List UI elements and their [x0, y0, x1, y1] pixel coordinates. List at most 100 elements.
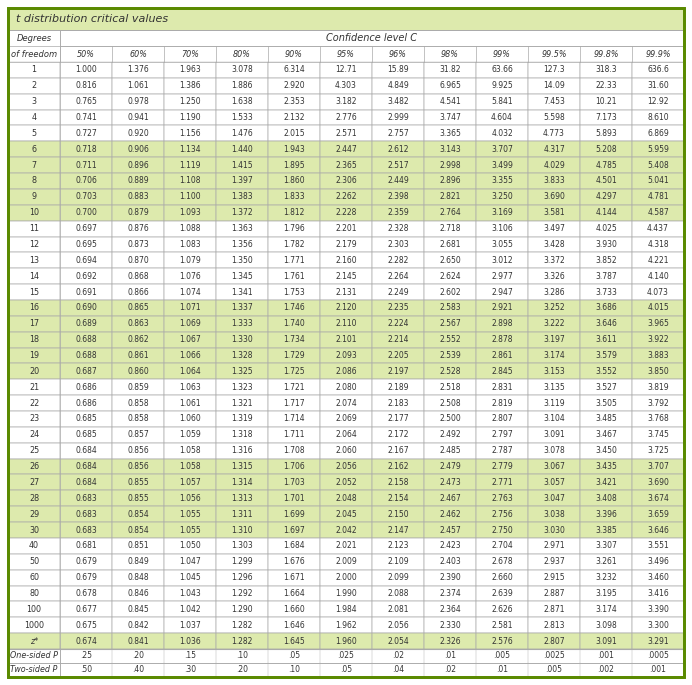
Bar [320, 332, 372, 347]
Text: 26: 26 [29, 462, 39, 471]
Bar [60, 94, 112, 110]
Bar [528, 332, 580, 347]
Bar [268, 364, 320, 379]
Text: .30: .30 [184, 666, 196, 675]
Bar [60, 427, 112, 443]
Text: 3.250: 3.250 [491, 192, 513, 201]
Bar [60, 395, 112, 411]
Bar [372, 633, 424, 649]
Bar [580, 78, 632, 94]
Bar [372, 553, 424, 570]
Text: 1.061: 1.061 [179, 399, 201, 408]
Text: 3.326: 3.326 [543, 272, 565, 281]
Bar [424, 173, 476, 189]
Bar [60, 617, 112, 633]
Bar [580, 506, 632, 522]
Bar [216, 522, 268, 538]
Text: 1.699: 1.699 [283, 510, 305, 519]
Bar [164, 379, 216, 395]
Text: 99.9%: 99.9% [645, 49, 671, 58]
Text: 1.071: 1.071 [179, 303, 201, 312]
Bar [632, 300, 684, 316]
Bar [112, 300, 164, 316]
Bar [372, 522, 424, 538]
Bar [112, 601, 164, 617]
Text: .02: .02 [392, 651, 404, 660]
Bar [476, 173, 528, 189]
Bar [580, 553, 632, 570]
Text: 1.292: 1.292 [231, 589, 253, 598]
Bar [528, 125, 580, 141]
Text: 1.376: 1.376 [127, 66, 149, 75]
Text: 0.679: 0.679 [75, 573, 97, 582]
Text: 1.074: 1.074 [179, 288, 201, 297]
Text: 1.886: 1.886 [231, 82, 253, 90]
Bar [216, 347, 268, 364]
Bar [528, 347, 580, 364]
Text: 2.069: 2.069 [335, 414, 357, 423]
Text: 3.850: 3.850 [647, 367, 669, 376]
Bar [424, 395, 476, 411]
Bar [60, 601, 112, 617]
Bar [112, 141, 164, 157]
Bar [580, 570, 632, 586]
Text: 2.896: 2.896 [439, 177, 461, 186]
Bar [8, 601, 60, 617]
Text: 2.871: 2.871 [543, 605, 565, 614]
Text: 2.485: 2.485 [439, 446, 461, 456]
Bar [268, 506, 320, 522]
Text: 19: 19 [29, 351, 39, 360]
Text: 2.831: 2.831 [491, 383, 513, 392]
Text: 2.172: 2.172 [388, 430, 409, 439]
Text: 22.33: 22.33 [595, 82, 617, 90]
Bar [424, 633, 476, 649]
Bar [60, 522, 112, 538]
Text: 1.047: 1.047 [179, 557, 201, 566]
Bar [528, 236, 580, 252]
Bar [476, 332, 528, 347]
Text: 2.797: 2.797 [491, 430, 513, 439]
Bar [164, 617, 216, 633]
Bar [580, 221, 632, 236]
Bar [268, 269, 320, 284]
Bar [60, 633, 112, 649]
Bar [632, 553, 684, 570]
Bar [320, 189, 372, 205]
Text: 3.091: 3.091 [595, 636, 617, 645]
Bar [268, 522, 320, 538]
Text: 2.282: 2.282 [388, 256, 409, 265]
Bar [60, 157, 112, 173]
Text: 2.183: 2.183 [388, 399, 409, 408]
Text: 5.408: 5.408 [647, 160, 669, 170]
Bar [424, 347, 476, 364]
Bar [216, 236, 268, 252]
Text: 2.201: 2.201 [335, 224, 357, 233]
Bar [320, 110, 372, 125]
Text: 2.000: 2.000 [335, 573, 357, 582]
Text: .01: .01 [496, 666, 508, 675]
Text: 2.626: 2.626 [491, 605, 513, 614]
Bar [8, 347, 60, 364]
Bar [476, 633, 528, 649]
Text: 3.690: 3.690 [543, 192, 565, 201]
Text: 3.355: 3.355 [491, 177, 513, 186]
Bar [268, 490, 320, 506]
Text: 3.119: 3.119 [543, 399, 565, 408]
Text: 1.717: 1.717 [283, 399, 304, 408]
Text: 24: 24 [29, 430, 39, 439]
Bar [8, 459, 60, 475]
Bar [372, 364, 424, 379]
Bar [320, 125, 372, 141]
Bar [424, 601, 476, 617]
Text: 1.476: 1.476 [231, 129, 253, 138]
Bar [372, 78, 424, 94]
Text: 80%: 80% [233, 49, 251, 58]
Bar [112, 633, 164, 649]
Text: .005: .005 [493, 651, 511, 660]
Bar [320, 427, 372, 443]
Bar [320, 62, 372, 78]
Text: 0.858: 0.858 [127, 399, 149, 408]
Bar [320, 617, 372, 633]
Text: 2.581: 2.581 [491, 621, 513, 630]
Bar [8, 538, 60, 553]
